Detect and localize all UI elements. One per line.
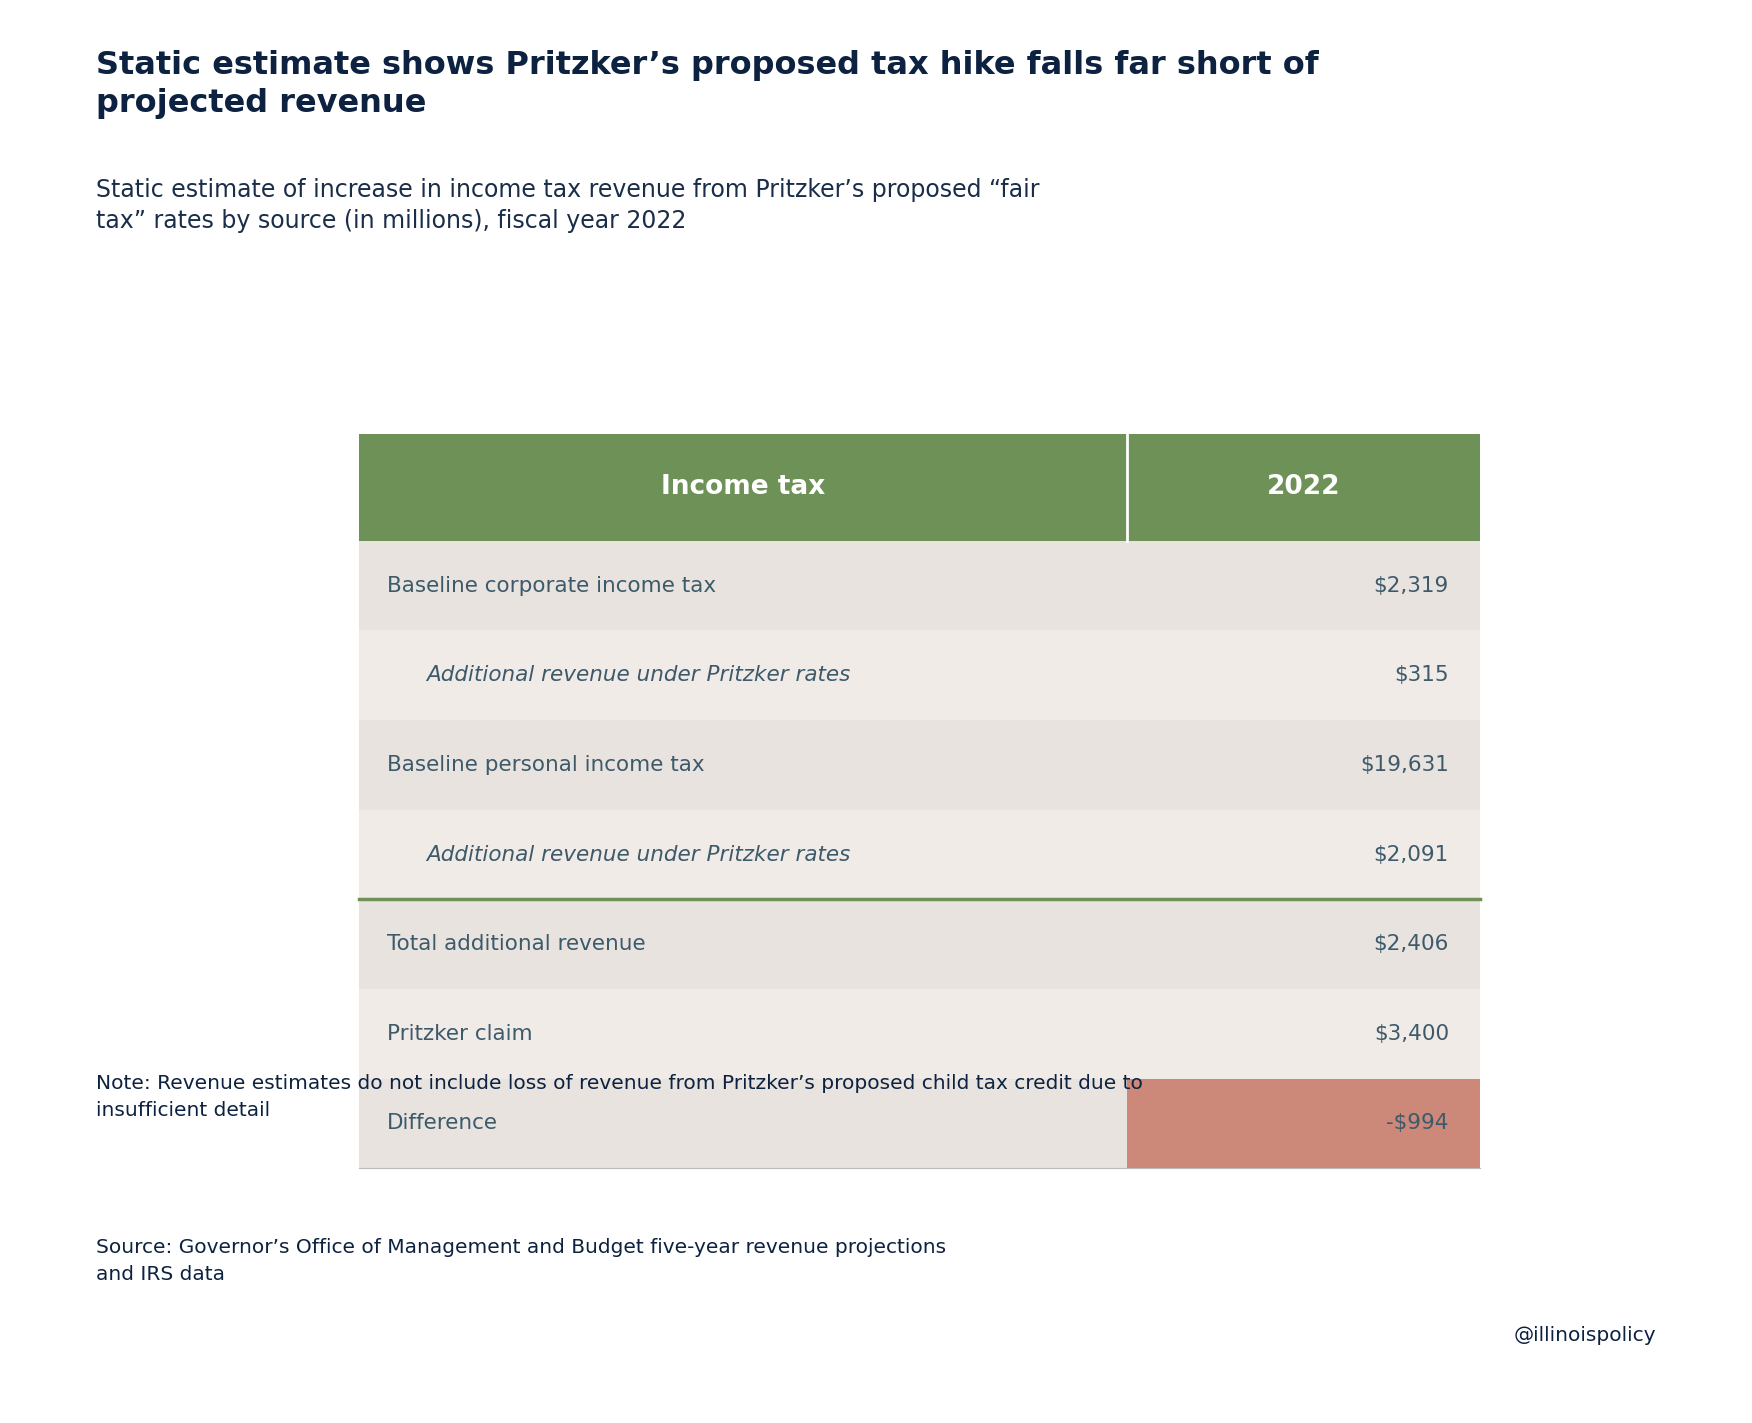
- Text: Static estimate shows Pritzker’s proposed tax hike falls far short of
projected : Static estimate shows Pritzker’s propose…: [96, 50, 1319, 120]
- Text: $3,400: $3,400: [1374, 1023, 1449, 1044]
- Text: Total additional revenue: Total additional revenue: [387, 933, 646, 955]
- Text: -$994: -$994: [1386, 1113, 1449, 1134]
- Text: Note: Revenue estimates do not include loss of revenue from Pritzker’s proposed : Note: Revenue estimates do not include l…: [96, 1074, 1144, 1120]
- Text: Difference: Difference: [387, 1113, 498, 1134]
- Text: Baseline personal income tax: Baseline personal income tax: [387, 754, 704, 776]
- Text: Additional revenue under Pritzker rates: Additional revenue under Pritzker rates: [426, 844, 850, 865]
- Text: $2,406: $2,406: [1374, 933, 1449, 955]
- Text: $19,631: $19,631: [1360, 754, 1449, 776]
- Text: Static estimate of increase in income tax revenue from Pritzker’s proposed “fair: Static estimate of increase in income ta…: [96, 178, 1041, 233]
- Text: Income tax: Income tax: [661, 474, 825, 501]
- Text: $2,319: $2,319: [1374, 575, 1449, 596]
- Text: 2022: 2022: [1267, 474, 1340, 501]
- Text: Pritzker claim: Pritzker claim: [387, 1023, 533, 1044]
- Text: Baseline corporate income tax: Baseline corporate income tax: [387, 575, 717, 596]
- Text: $2,091: $2,091: [1374, 844, 1449, 865]
- Text: @illinoispolicy: @illinoispolicy: [1514, 1326, 1656, 1345]
- Text: Additional revenue under Pritzker rates: Additional revenue under Pritzker rates: [426, 665, 850, 686]
- Text: $315: $315: [1395, 665, 1449, 686]
- Text: Source: Governor’s Office of Management and Budget five-year revenue projections: Source: Governor’s Office of Management …: [96, 1238, 946, 1284]
